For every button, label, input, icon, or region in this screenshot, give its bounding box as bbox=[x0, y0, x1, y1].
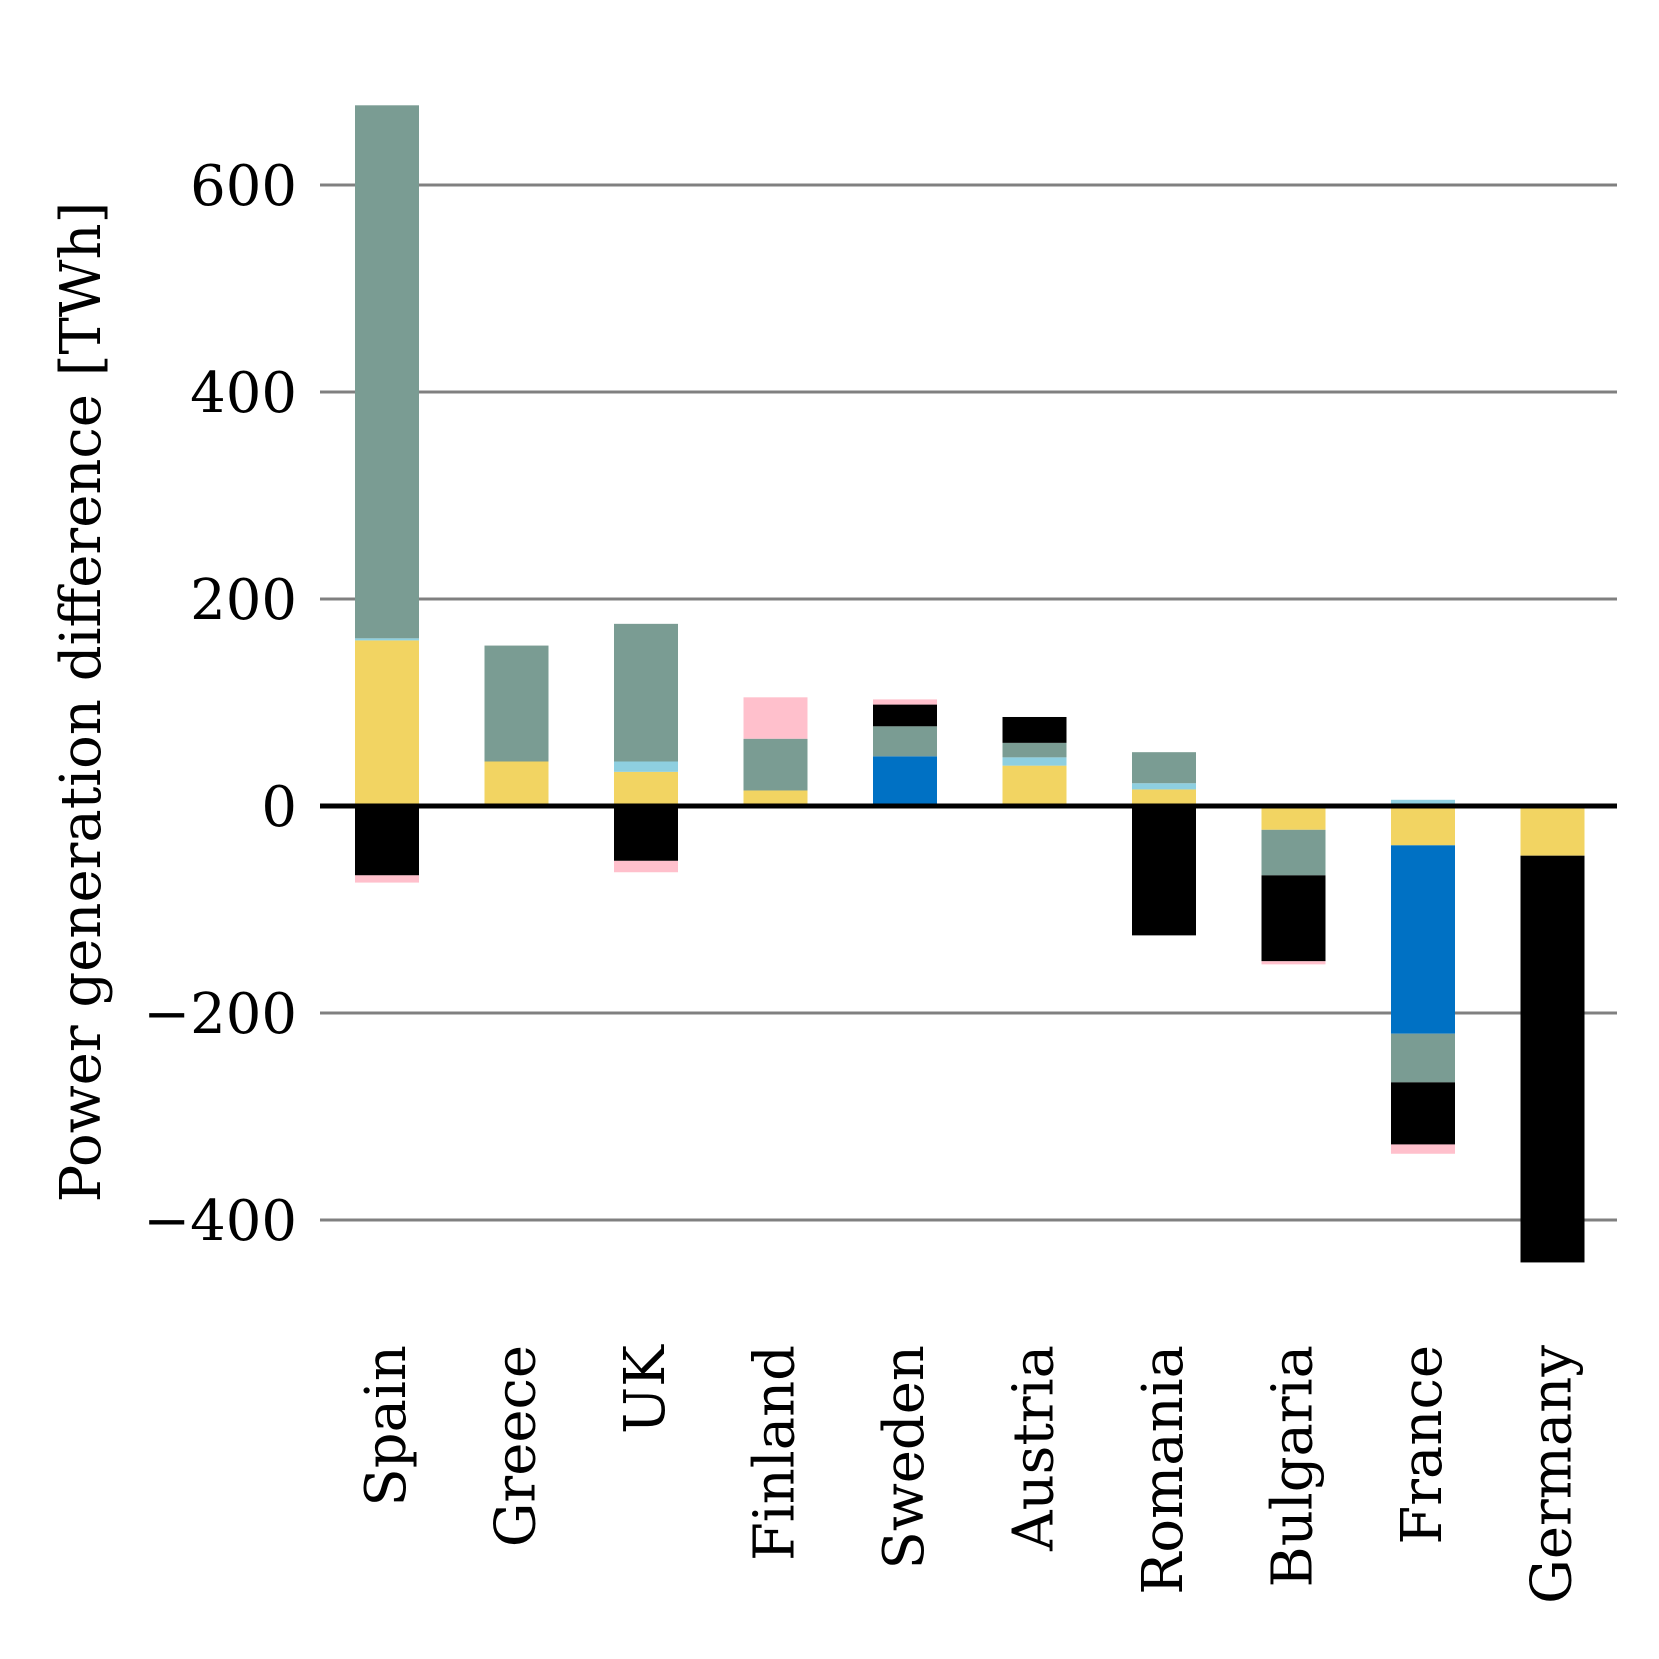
x-tick-label-uk: UK bbox=[613, 1344, 678, 1434]
bar-france-biomass bbox=[1391, 1144, 1455, 1154]
bar-sweden-fossil bbox=[873, 704, 937, 727]
bars bbox=[355, 105, 1585, 1263]
x-tick-label-greece: Greece bbox=[484, 1345, 549, 1547]
bar-france-solar bbox=[1391, 806, 1455, 846]
bar-spain-offwind bbox=[355, 638, 419, 641]
x-tick-label-finland: Finland bbox=[743, 1345, 808, 1561]
x-tick-label-bulgaria: Bulgaria bbox=[1261, 1345, 1326, 1587]
bar-sweden-hydro bbox=[873, 756, 937, 806]
y-tick-labels: −400 −200 0 200 400 600 bbox=[143, 154, 297, 1254]
bar-spain-wind bbox=[355, 105, 419, 639]
bar-greece-solar bbox=[484, 761, 549, 806]
bar-germany-solar bbox=[1520, 806, 1585, 856]
bar-austria-offwind bbox=[1002, 757, 1067, 766]
bar-france-hydro bbox=[1391, 845, 1455, 1034]
bar-romania-fossil bbox=[1132, 806, 1196, 936]
bar-uk-solar bbox=[614, 771, 678, 806]
bar-greece-wind bbox=[484, 645, 549, 762]
x-tick-label-sweden: Sweden bbox=[872, 1345, 937, 1570]
x-tick-label-france: France bbox=[1390, 1345, 1455, 1545]
x-tick-label-austria: Austria bbox=[1002, 1345, 1067, 1552]
y-tick-label: 0 bbox=[261, 775, 297, 840]
bar-france-wind bbox=[1391, 1033, 1455, 1083]
bar-uk-biomass bbox=[614, 860, 678, 873]
bar-group-spain bbox=[355, 105, 419, 883]
bar-bulgaria-solar bbox=[1261, 806, 1326, 830]
bar-austria-wind bbox=[1002, 742, 1067, 758]
bar-group-france bbox=[1391, 799, 1455, 1154]
x-tick-labels: Spain Greece UK Finland Sweden Austria Romania… bbox=[354, 1344, 1585, 1604]
bar-group-greece bbox=[484, 645, 549, 806]
bar-romania-solar bbox=[1132, 789, 1196, 806]
x-tick-label-romania: Romania bbox=[1131, 1345, 1196, 1595]
bar-group-austria bbox=[1002, 716, 1067, 806]
bar-group-germany bbox=[1520, 806, 1585, 1263]
bar-germany-fossil bbox=[1520, 855, 1585, 1263]
bar-sweden-biomass bbox=[873, 699, 937, 705]
bar-spain-fossil bbox=[355, 806, 419, 876]
y-tick-label: −400 bbox=[143, 1189, 297, 1254]
bar-group-bulgaria bbox=[1261, 806, 1326, 965]
bar-sweden-wind bbox=[873, 726, 937, 757]
y-tick-label: 600 bbox=[190, 154, 297, 219]
x-tick-label-germany: Germany bbox=[1520, 1345, 1585, 1604]
y-tick-label: 400 bbox=[190, 361, 297, 426]
bar-romania-offwind bbox=[1132, 783, 1196, 790]
bar-austria-fossil bbox=[1002, 716, 1067, 743]
bar-group-uk bbox=[614, 623, 678, 873]
bar-bulgaria-wind bbox=[1261, 829, 1326, 876]
x-tick-label-spain: Spain bbox=[354, 1345, 419, 1507]
bar-austria-solar bbox=[1002, 765, 1067, 806]
y-tick-label: 200 bbox=[190, 568, 297, 633]
bar-bulgaria-biomass bbox=[1261, 961, 1326, 965]
bar-uk-wind bbox=[614, 623, 678, 762]
bar-spain-biomass bbox=[355, 875, 419, 883]
bar-uk-offwind bbox=[614, 761, 678, 772]
bar-finland-solar bbox=[743, 790, 808, 806]
bar-group-romania bbox=[1132, 752, 1196, 936]
bar-france-fossil bbox=[1391, 1082, 1455, 1145]
bar-uk-fossil bbox=[614, 806, 678, 861]
bar-group-sweden bbox=[873, 699, 937, 806]
bar-romania-wind bbox=[1132, 752, 1196, 784]
bar-bulgaria-fossil bbox=[1261, 875, 1326, 962]
bar-group-finland bbox=[743, 697, 808, 806]
y-tick-label: −200 bbox=[143, 982, 297, 1047]
bar-spain-solar bbox=[355, 640, 419, 806]
y-axis-title: Power generation difference [TWh] bbox=[49, 202, 114, 1203]
bar-finland-biomass bbox=[743, 697, 808, 739]
bar-france-offwind bbox=[1391, 799, 1455, 806]
bar-finland-wind bbox=[743, 738, 808, 791]
